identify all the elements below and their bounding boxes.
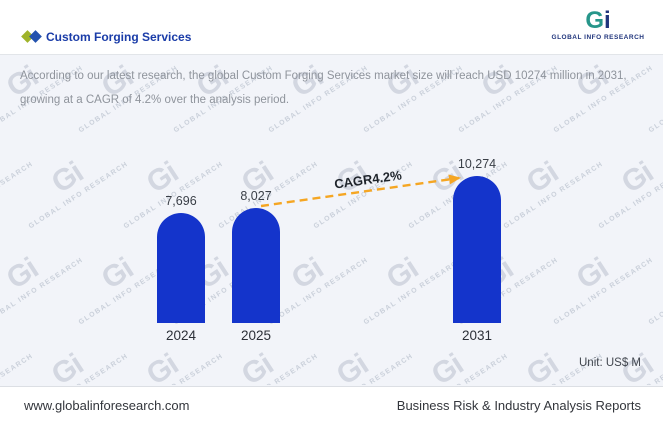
bar-category-label: 2031: [461, 328, 493, 343]
company-logo: Gi GLOBAL INFO RESEARCH: [546, 9, 650, 42]
bar-2025: [232, 208, 280, 323]
unit-label: Unit: US$ M: [579, 357, 641, 369]
footer-bar: www.globalinforesearch.com Business Risk…: [0, 386, 663, 423]
bar-value-label: 10,274: [457, 157, 497, 171]
bar-2024: [157, 213, 205, 323]
bar-category-label: 2025: [240, 328, 272, 343]
cagr-annotation: CAGR4.2%: [333, 167, 403, 192]
logo-caption: GLOBAL INFO RESEARCH: [551, 34, 645, 41]
bar-2031: [453, 176, 501, 323]
header-bar: Custom Forging Services Gi GLOBAL INFO R…: [0, 0, 663, 55]
bar-value-label: 8,027: [240, 189, 272, 203]
page-title: Custom Forging Services: [46, 30, 192, 44]
footer-tagline: Business Risk & Industry Analysis Report…: [396, 397, 641, 413]
website-link[interactable]: www.globalinforesearch.com: [24, 397, 190, 413]
market-summary-text: According to our latest research, the gl…: [20, 70, 627, 106]
bar-value-label: 7,696: [165, 194, 197, 208]
logo-gi-icon: Gi: [585, 7, 611, 34]
bar-category-label: 2024: [165, 328, 197, 343]
